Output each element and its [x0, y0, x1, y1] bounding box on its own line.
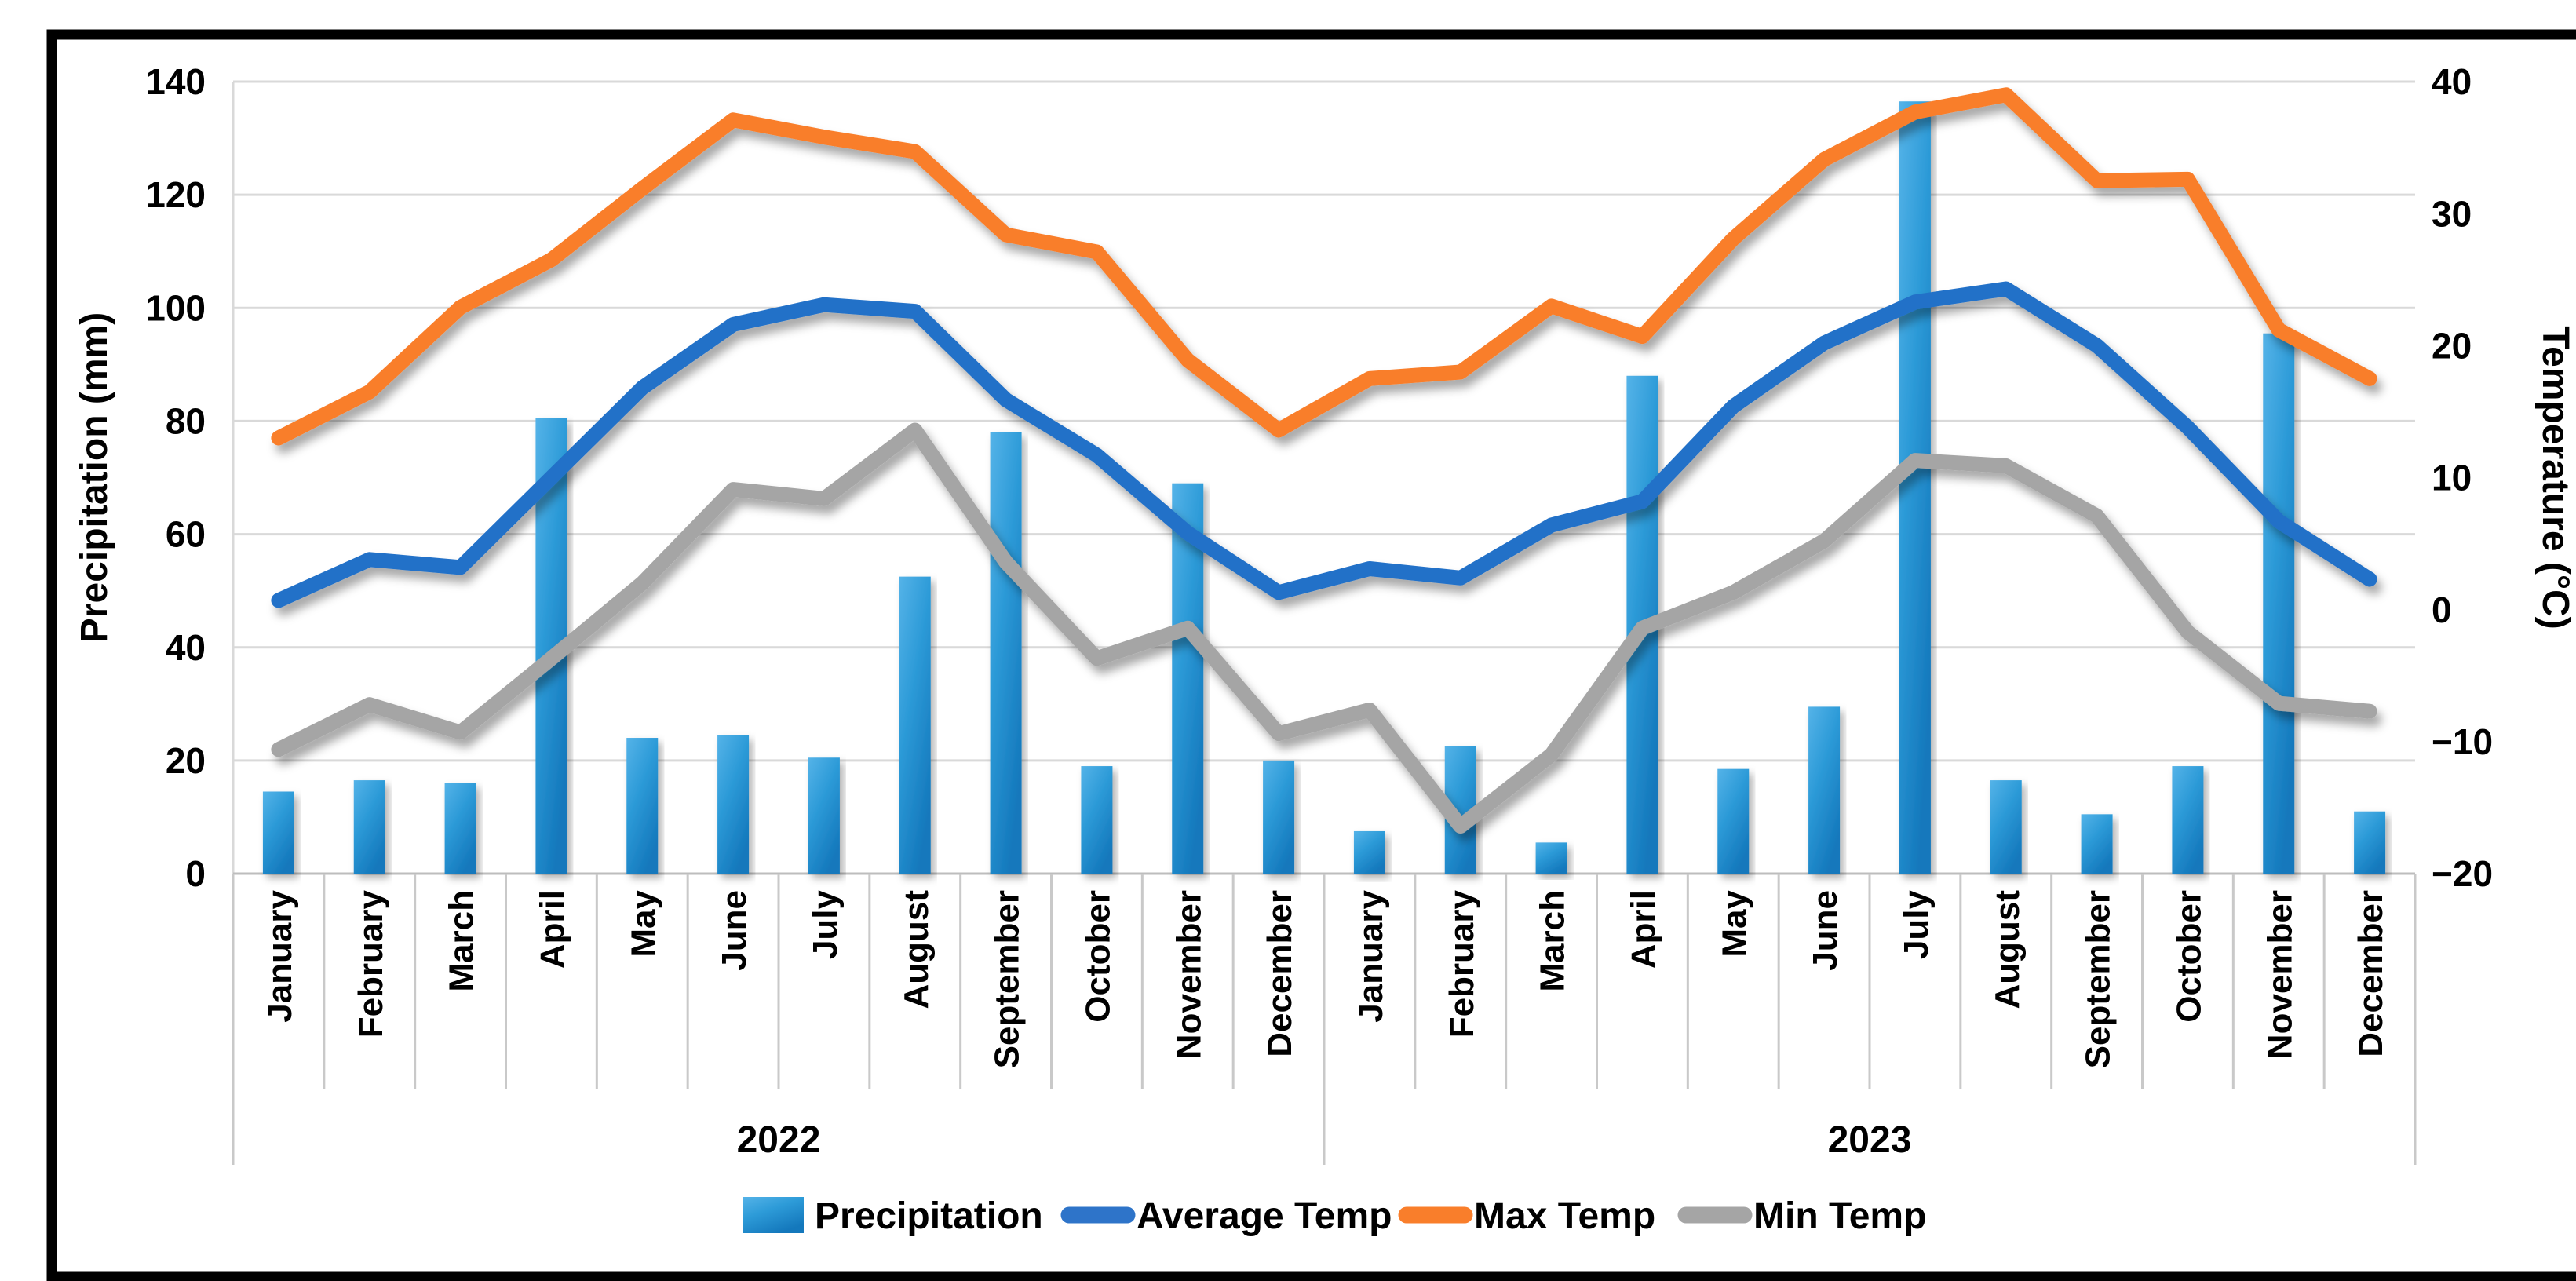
right-axis-tick-label: 30: [2432, 193, 2472, 234]
precipitation-bar: [1717, 768, 1750, 874]
left-axis-tick-label: 120: [145, 174, 206, 215]
precipitation-bar: [1990, 780, 2022, 874]
right-axis-tick-label: 40: [2432, 61, 2472, 102]
month-label: March: [1534, 890, 1572, 992]
right-axis-tick-label: −10: [2432, 721, 2493, 762]
month-label: October: [1078, 890, 1117, 1023]
month-label: May: [1715, 889, 1753, 957]
month-label: June: [1806, 890, 1844, 971]
month-label: May: [624, 889, 662, 957]
month-label: August: [897, 890, 936, 1009]
year-label: 2023: [1828, 1119, 1912, 1161]
month-label: September: [2079, 890, 2118, 1068]
chart-canvas: 140120100806040200403020100−10−20Precipi…: [31, 13, 2576, 1281]
year-label: 2022: [737, 1119, 821, 1161]
left-axis-tick-label: 0: [185, 853, 206, 894]
avg-temp-line: [271, 281, 2377, 608]
left-axis-tick-label: 140: [145, 61, 206, 102]
right-axis-tick-label: 0: [2432, 589, 2452, 630]
right-axis-tick-label: 10: [2432, 458, 2472, 498]
precipitation-bar: [262, 791, 294, 874]
legend-label: Min Temp: [1753, 1195, 1926, 1237]
precipitation-bar: [2081, 814, 2113, 874]
right-axis-tick-label: −20: [2432, 853, 2493, 894]
month-label: September: [988, 890, 1027, 1068]
left-axis-title: Precipitation (mm): [74, 312, 115, 643]
precipitation-bar: [899, 576, 931, 874]
month-label: October: [2169, 890, 2208, 1023]
precipitation-temperature-combo-chart: 140 120 100 80 60 40 20 0 40 30 20 10 0 −10 −20 Precipi…: [31, 13, 2576, 1281]
month-label: January: [261, 889, 299, 1022]
month-label: December: [1261, 890, 1299, 1057]
legend-label: Average Temp: [1137, 1195, 1392, 1237]
precipitation-bar: [808, 757, 840, 874]
precipitation-bar: [444, 783, 476, 874]
legend-swatch-precipitation: [743, 1197, 804, 1233]
left-axis-tick-label: 40: [166, 627, 206, 668]
month-label: November: [2260, 890, 2299, 1059]
precipitation-bar: [1353, 830, 1385, 874]
precipitation-bar: [990, 432, 1022, 874]
left-axis-tick-label: 80: [166, 401, 206, 442]
month-label: August: [1988, 890, 2027, 1009]
month-label: April: [1624, 890, 1662, 969]
month-label: June: [715, 890, 753, 971]
month-label: December: [2352, 890, 2390, 1057]
precipitation-bar: [1808, 706, 1841, 874]
precipitation-bar: [717, 735, 750, 874]
legend-label: Max Temp: [1474, 1195, 1655, 1237]
precipitation-bar: [1535, 842, 1567, 874]
precipitation-bar: [2354, 811, 2386, 874]
left-axis-tick-label: 60: [166, 514, 206, 555]
precipitation-bar: [1263, 760, 1295, 874]
month-label: July: [1897, 889, 1936, 959]
precipitation-bar: [1899, 101, 1931, 874]
month-label: February: [352, 889, 390, 1038]
month-label: March: [443, 890, 481, 992]
outer-frame: [46, 29, 2576, 1281]
max-temp-line: [271, 87, 2377, 446]
precipitation-bar: [626, 738, 659, 874]
right-axis-title: Temperature (°C): [2534, 326, 2576, 629]
month-label: November: [1169, 890, 1208, 1059]
precipitation-bar: [2263, 333, 2295, 874]
month-label: April: [533, 890, 571, 969]
precipitation-bar: [353, 780, 385, 874]
right-axis-tick-label: 20: [2432, 325, 2472, 366]
min-temp-line: [271, 422, 2377, 834]
precipitation-bar: [2172, 766, 2204, 874]
legend-label: Precipitation: [815, 1195, 1043, 1237]
left-axis-tick-label: 20: [166, 740, 206, 781]
precipitation-bar: [1081, 766, 1113, 874]
month-label: January: [1352, 889, 1390, 1022]
month-label: February: [1443, 889, 1481, 1038]
left-axis-tick-label: 100: [145, 287, 206, 328]
month-label: July: [806, 889, 845, 959]
